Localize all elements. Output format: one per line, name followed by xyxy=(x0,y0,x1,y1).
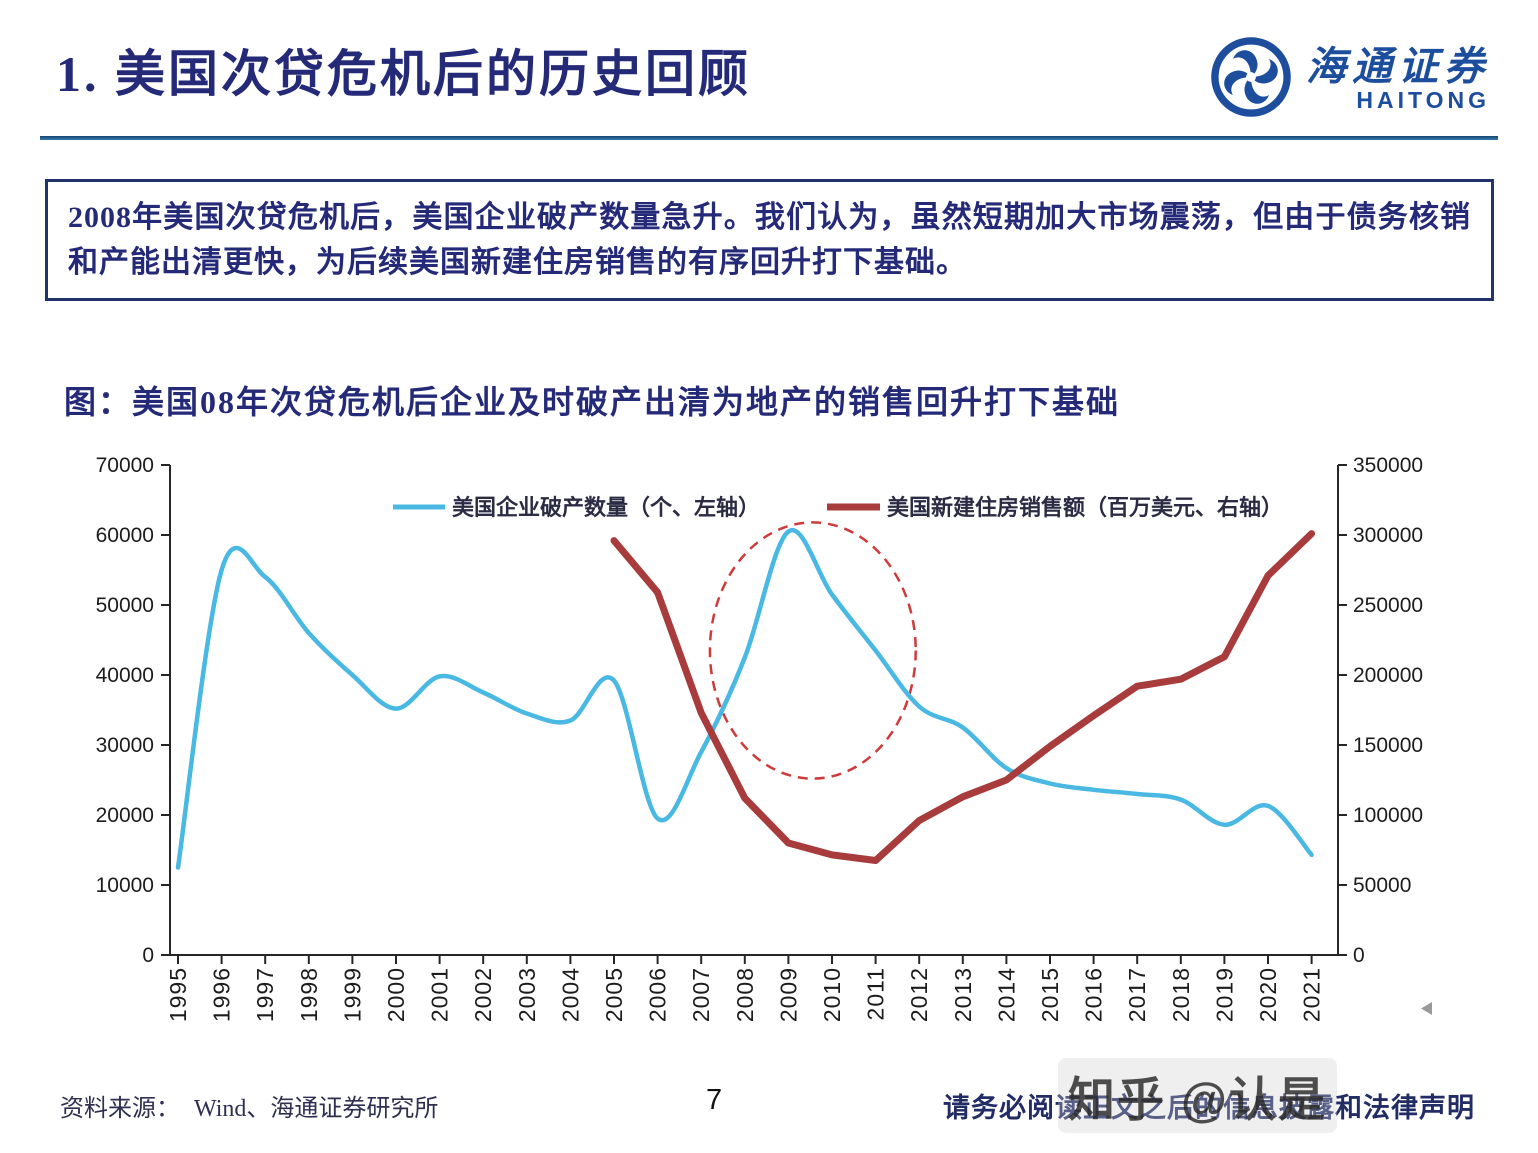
svg-text:2014: 2014 xyxy=(993,967,1019,1022)
series-line-bankruptcies xyxy=(175,527,1314,870)
svg-text:1999: 1999 xyxy=(339,967,365,1022)
figure-title: 图：美国08年次贷危机后企业及时破产出清为地产的销售回升打下基础 xyxy=(64,384,1121,420)
series-line-housing-sales xyxy=(610,530,1316,864)
svg-text:2019: 2019 xyxy=(1211,967,1237,1022)
svg-text:2001: 2001 xyxy=(427,967,453,1022)
svg-text:1997: 1997 xyxy=(252,967,278,1022)
svg-text:1998: 1998 xyxy=(296,967,322,1022)
svg-text:250000: 250000 xyxy=(1353,594,1423,617)
logo-text-cn: 海通证券 xyxy=(1306,44,1490,89)
svg-text:2017: 2017 xyxy=(1124,967,1150,1022)
svg-text:2009: 2009 xyxy=(775,967,801,1022)
svg-text:2010: 2010 xyxy=(819,967,845,1022)
svg-text:2013: 2013 xyxy=(950,967,976,1022)
haitong-swirl-icon xyxy=(1210,36,1292,123)
axes xyxy=(161,464,1347,964)
svg-text:2006: 2006 xyxy=(645,967,671,1022)
svg-text:100000: 100000 xyxy=(1353,804,1423,827)
svg-text:1996: 1996 xyxy=(209,967,235,1022)
svg-text:2018: 2018 xyxy=(1168,967,1194,1022)
svg-text:300000: 300000 xyxy=(1353,524,1423,547)
corner-arrow-icon xyxy=(1421,1002,1432,1015)
svg-text:2000: 2000 xyxy=(383,967,409,1022)
svg-text:150000: 150000 xyxy=(1353,734,1423,757)
svg-text:50000: 50000 xyxy=(1353,874,1411,897)
svg-text:2011: 2011 xyxy=(863,967,889,1020)
svg-text:0: 0 xyxy=(1353,944,1365,967)
annotation-ellipse xyxy=(708,521,917,780)
svg-text:2002: 2002 xyxy=(470,967,496,1022)
header-divider xyxy=(40,136,1498,140)
bankruptcy-housing-chart: 0 10000 20000 30000 40000 50000 60000 70000 0 500… xyxy=(96,454,1432,1022)
svg-text:60000: 60000 xyxy=(96,524,154,547)
svg-text:2007: 2007 xyxy=(688,967,714,1022)
svg-text:2015: 2015 xyxy=(1037,967,1063,1022)
summary-box: 2008年美国次贷危机后，美国企业破产数量急升。我们认为，虽然短期加大市场震荡，… xyxy=(45,179,1494,301)
summary-text: 2008年美国次贷危机后，美国企业破产数量急升。我们认为，虽然短期加大市场震荡，… xyxy=(68,201,1471,279)
legend-label-housing-sales: 美国新建住房销售额（百万美元、右轴） xyxy=(887,495,1283,520)
svg-text:350000: 350000 xyxy=(1353,454,1423,477)
source-label: 资料来源： xyxy=(60,1096,180,1122)
logo-text-en: HAITONG xyxy=(1356,87,1490,113)
svg-text:50000: 50000 xyxy=(96,594,154,617)
svg-text:1995: 1995 xyxy=(165,967,191,1022)
svg-text:2016: 2016 xyxy=(1081,967,1107,1022)
footer-source: 资料来源： Wind、海通证券研究所 xyxy=(60,1088,438,1123)
haitong-logo: 海通证券 HAITONG xyxy=(1210,36,1490,123)
svg-text:70000: 70000 xyxy=(96,454,154,477)
svg-text:0: 0 xyxy=(142,944,154,967)
watermark: 知乎 @认是 xyxy=(1058,1058,1337,1133)
svg-text:2020: 2020 xyxy=(1255,967,1281,1022)
svg-text:30000: 30000 xyxy=(96,734,154,757)
legend-label-bankruptcies: 美国企业破产数量（个、左轴） xyxy=(452,495,760,520)
page-title: 1. 美国次贷危机后的历史回顾 xyxy=(56,46,751,102)
svg-text:10000: 10000 xyxy=(96,874,154,897)
page-number: 7 xyxy=(706,1084,723,1116)
chart-legend: 美国企业破产数量（个、左轴） 美国新建住房销售额（百万美元、右轴） xyxy=(393,495,1283,520)
svg-text:2004: 2004 xyxy=(557,967,583,1022)
svg-text:2008: 2008 xyxy=(732,967,758,1022)
svg-text:2003: 2003 xyxy=(514,967,540,1022)
svg-text:2021: 2021 xyxy=(1299,967,1325,1022)
footer-disclaimer: 请务必阅读正文之后的信息披露和法律声明 xyxy=(943,1093,1475,1123)
source-text: Wind、海通证券研究所 xyxy=(194,1096,439,1122)
svg-text:40000: 40000 xyxy=(96,664,154,687)
svg-text:2005: 2005 xyxy=(601,967,627,1022)
svg-text:200000: 200000 xyxy=(1353,664,1423,687)
svg-text:20000: 20000 xyxy=(96,804,154,827)
svg-text:2012: 2012 xyxy=(906,967,932,1022)
